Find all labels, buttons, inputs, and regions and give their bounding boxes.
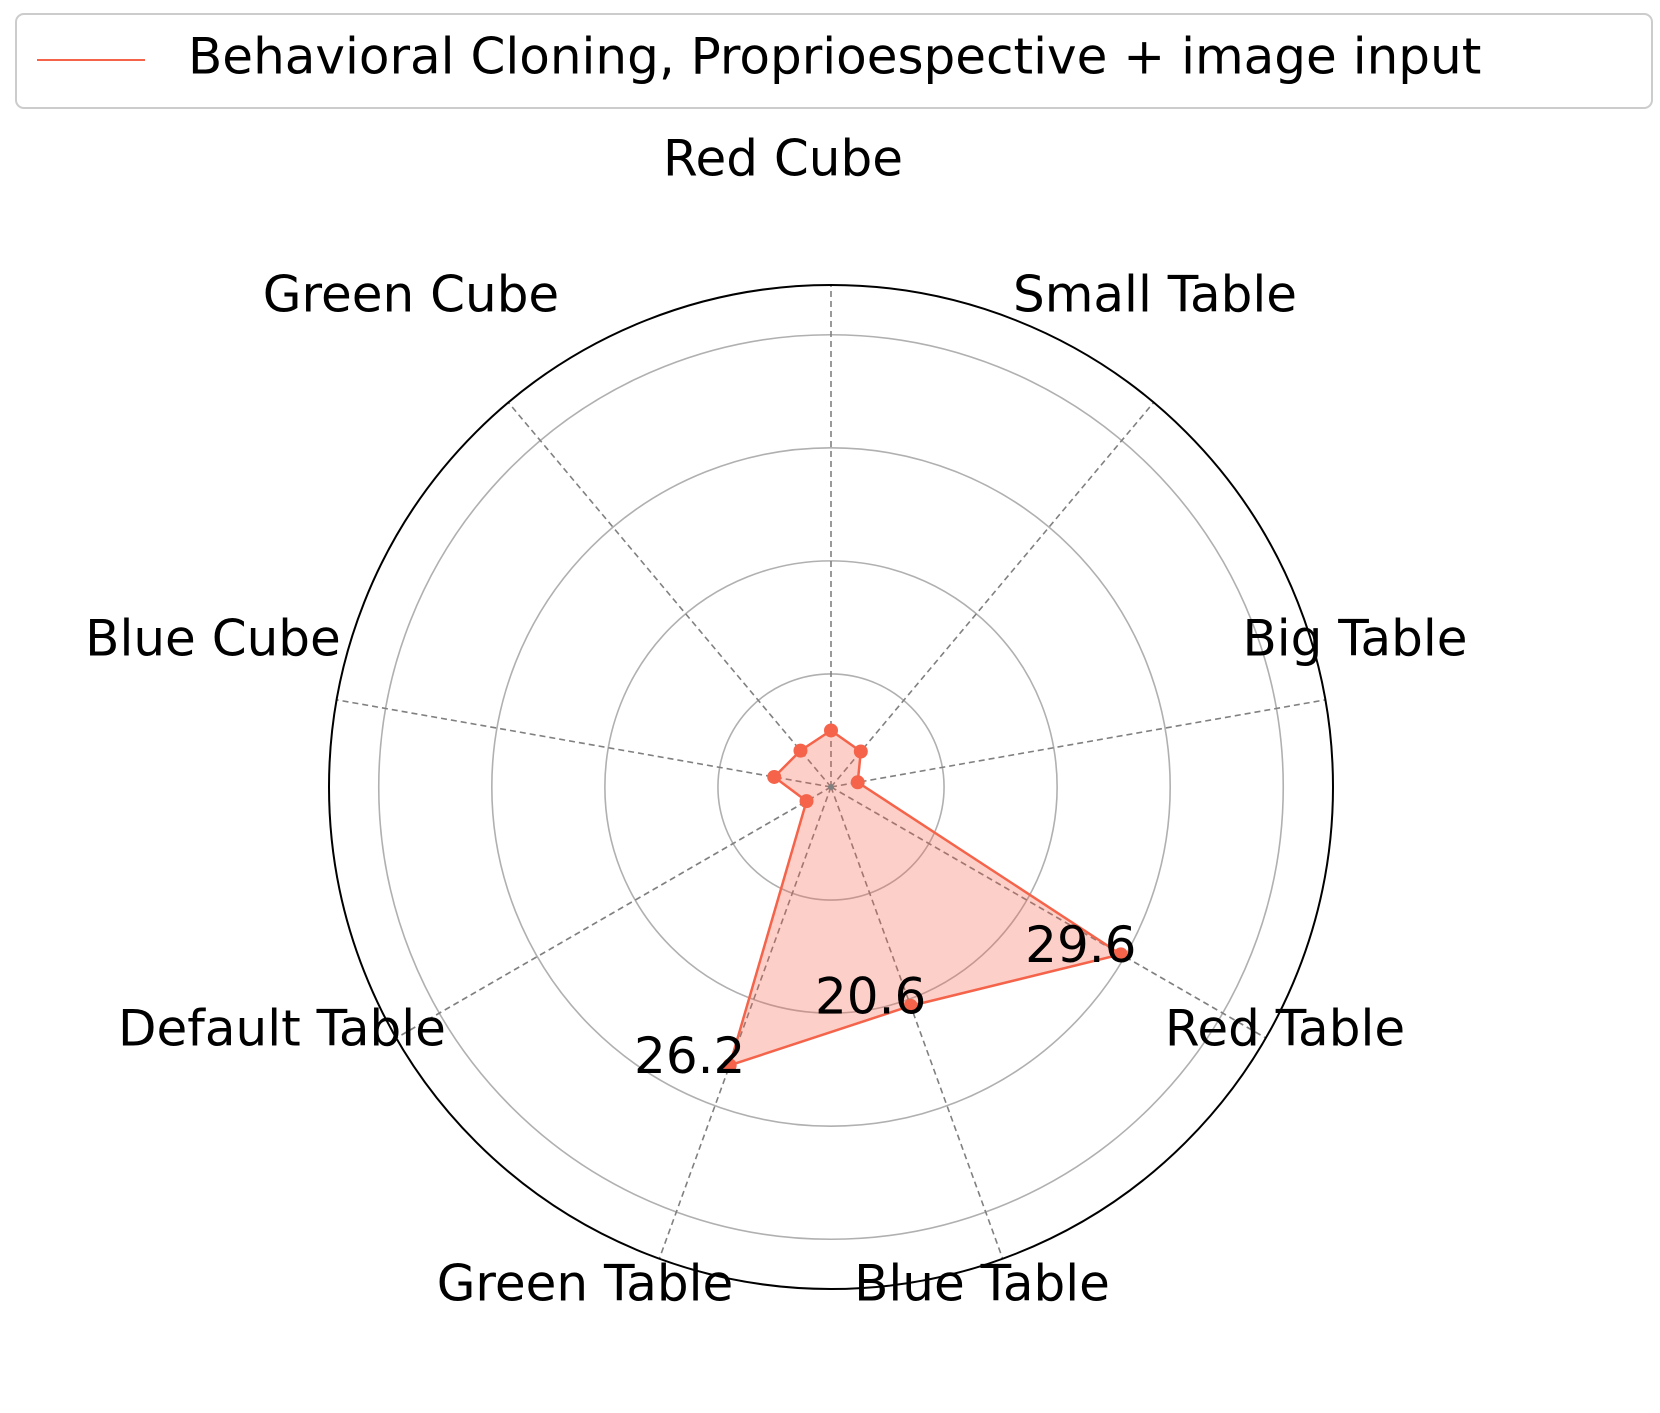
- point: [793, 743, 808, 758]
- legend-box: [15, 13, 1653, 109]
- category-label: Red Cube: [663, 130, 903, 188]
- value-label: 26.2: [634, 1027, 745, 1085]
- legend-label: Behavioral Cloning, Proprioespective + i…: [188, 28, 1481, 86]
- category-label: Blue Cube: [85, 610, 341, 668]
- category-label: Small Table: [1013, 266, 1297, 324]
- category-label: Red Table: [1165, 1000, 1405, 1058]
- spoke: [658, 786, 832, 1259]
- grid-ring: [604, 560, 1058, 1014]
- category-label: Green Cube: [263, 266, 559, 324]
- spoke: [830, 401, 1155, 788]
- spoke: [336, 699, 832, 788]
- category-label: Default Table: [118, 1000, 446, 1058]
- spoke: [830, 786, 1004, 1259]
- outer-frame: [328, 284, 1334, 1290]
- spoke: [395, 786, 832, 1039]
- point: [722, 1058, 737, 1073]
- category-label: Big Table: [1242, 610, 1467, 668]
- spoke: [507, 401, 832, 788]
- point: [799, 794, 814, 809]
- point: [824, 723, 838, 738]
- value-label: 20.6: [815, 967, 926, 1025]
- value-label: 29.6: [1025, 916, 1136, 974]
- point: [767, 769, 782, 784]
- grid-ring: [491, 447, 1171, 1127]
- spoke: [830, 786, 1267, 1039]
- spoke: [830, 699, 1326, 788]
- point: [903, 998, 918, 1013]
- category-label: Blue Table: [854, 1255, 1110, 1313]
- point: [1113, 947, 1128, 962]
- series-area: [727, 728, 1124, 1068]
- center-dot: [828, 784, 834, 790]
- point: [853, 744, 868, 759]
- point: [850, 775, 865, 790]
- category-label: Green Table: [437, 1255, 734, 1313]
